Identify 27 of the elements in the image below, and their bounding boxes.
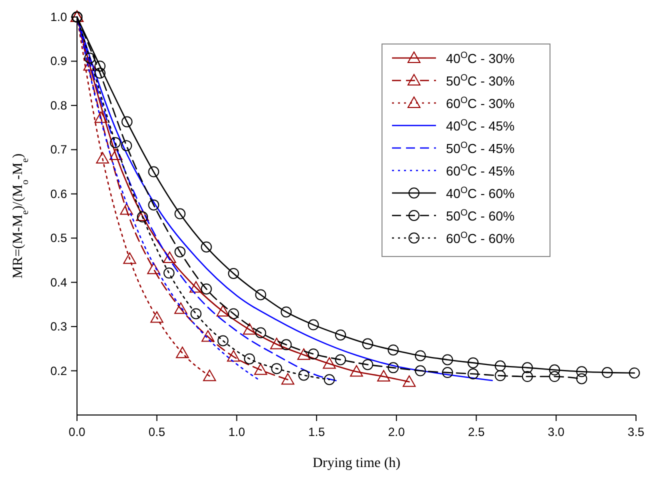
x-tick-label: 3.5 [628,425,645,439]
y-tick-label: 1.0 [50,10,68,24]
legend-label: 50$^{O}$C - 45% [446,140,515,156]
y-tick-label: 0.2 [50,364,68,378]
legend-label: 40$^{O}$C - 45% [446,118,515,134]
legend-label: 50$^{O}$C - 60% [446,208,515,224]
y-tick-label: 0.5 [50,231,68,246]
y-tick-label: 0.4 [50,275,68,290]
y-tick-label: 0.8 [50,98,68,112]
y-tick-label: 0.9 [50,54,68,68]
x-tick-label: 1.0 [228,425,246,439]
legend-label: 40$^{O}$C - 30% [446,50,515,66]
y-tick-label: 0.6 [50,186,68,201]
x-tick-label: 0.0 [68,425,86,439]
legend-label: 60$^{O}$C - 30% [446,95,515,111]
y-tick-label: 0.3 [50,320,68,334]
legend-label: 50$^{O}$C - 30% [446,72,515,88]
x-tick-label: 3.0 [548,425,565,439]
x-tick-label: 1.5 [308,425,326,439]
x-axis-title: Drying time (h) [312,456,401,471]
legend-label: 40$^{O}$C - 60% [446,185,515,201]
legend-label: 60$^{O}$C - 45% [446,162,515,178]
x-tick-label: 2.0 [388,425,406,439]
x-tick-label: 2.5 [468,425,485,439]
y-tick-label: 0.7 [50,142,68,157]
x-tick-label: 0.5 [148,425,166,439]
legend-label: 60$^{O}$C - 60% [446,230,515,246]
